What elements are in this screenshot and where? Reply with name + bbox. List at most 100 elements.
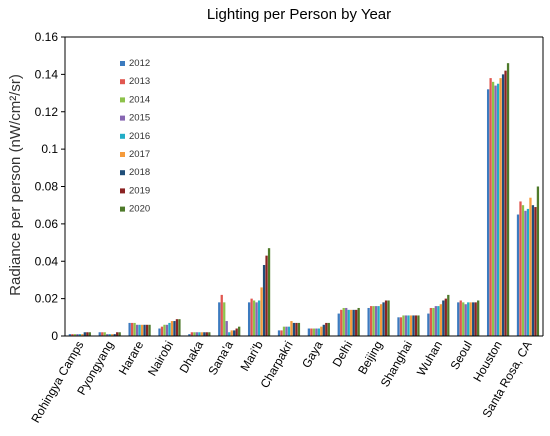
y-tick-label: 0.16 <box>35 30 59 44</box>
bar-2016-14 <box>496 83 500 336</box>
bar-2014-13 <box>462 302 465 336</box>
bar-2015-6 <box>255 302 258 336</box>
bar-2013-7 <box>280 330 283 336</box>
bar-2017-4 <box>200 332 203 336</box>
bar-2012-11 <box>397 317 400 336</box>
bar-2012-8 <box>307 328 311 336</box>
bar-2019-7 <box>295 322 298 336</box>
bar-2018-8 <box>322 324 325 336</box>
bar-2016-10 <box>377 306 380 336</box>
bar-2013-15 <box>519 201 522 336</box>
bar-2017-12 <box>439 304 442 336</box>
bar-2019-5 <box>235 328 238 336</box>
bar-2015-2 <box>135 324 139 336</box>
y-tick-label: 0.06 <box>35 217 59 231</box>
bar-2017-7 <box>290 321 293 336</box>
axes <box>64 36 544 337</box>
bar-2013-5 <box>220 294 223 336</box>
bar-2013-9 <box>340 309 343 336</box>
bar-2017-13 <box>469 302 472 336</box>
bar-2018-5 <box>233 330 236 336</box>
bar-2014-1 <box>103 332 106 336</box>
bar-2017-0 <box>81 334 84 336</box>
bar-2020-3 <box>178 319 181 336</box>
bar-2018-0 <box>83 332 86 336</box>
x-category-label: Harare <box>116 338 147 377</box>
bar-2017-9 <box>350 309 353 336</box>
legend-label-2020: 2020 <box>129 204 150 215</box>
bar-2017-3 <box>170 321 174 336</box>
bar-2016-11 <box>407 315 410 336</box>
bar-2018-6 <box>262 264 266 336</box>
bar-2020-13 <box>477 300 480 336</box>
legend-label-2015: 2015 <box>129 113 150 124</box>
bar-2015-8 <box>315 328 318 336</box>
bar-2015-15 <box>524 210 527 336</box>
legend-swatch-2014 <box>120 97 125 103</box>
bar-2019-14 <box>504 70 507 336</box>
bar-2012-3 <box>158 328 161 336</box>
bar-2019-15 <box>534 207 537 336</box>
x-category-label: Mari'b <box>238 338 266 373</box>
bar-2016-4 <box>198 332 201 336</box>
x-category-label: Wuhan <box>414 339 445 379</box>
y-tick-label: 0.1 <box>41 142 58 156</box>
bar-2017-8 <box>320 326 323 336</box>
y-tick-label: 0.08 <box>35 180 59 194</box>
bar-2013-2 <box>130 322 134 336</box>
bar-2014-3 <box>163 324 166 336</box>
bar-2018-11 <box>412 315 415 336</box>
legend-swatch-2017 <box>120 152 125 157</box>
bar-2019-6 <box>265 255 268 336</box>
bar-2016-5 <box>228 332 231 336</box>
bar-2017-11 <box>409 315 413 336</box>
bar-2020-0 <box>88 332 91 336</box>
bar-2020-14 <box>506 63 510 336</box>
bar-2019-9 <box>355 309 358 336</box>
bar-2013-0 <box>71 334 74 336</box>
bar-2013-1 <box>101 332 104 336</box>
bar-2017-14 <box>499 78 502 337</box>
bar-2019-0 <box>86 332 89 336</box>
legend-label-2018: 2018 <box>129 167 150 178</box>
bar-2018-14 <box>501 74 505 337</box>
bar-2017-1 <box>111 334 114 336</box>
legend-label-2014: 2014 <box>129 94 150 105</box>
bar-2019-11 <box>414 315 418 336</box>
bar-2014-12 <box>432 307 435 336</box>
bar-2018-2 <box>143 324 146 336</box>
bar-2012-0 <box>68 334 72 336</box>
x-category-label: Nairobi <box>145 339 176 379</box>
bar-2014-7 <box>282 326 286 336</box>
bar-2016-7 <box>287 326 291 336</box>
bar-2015-7 <box>285 326 288 336</box>
bar-2016-12 <box>437 306 440 336</box>
bar-2013-13 <box>459 300 462 336</box>
bar-2012-15 <box>516 214 520 336</box>
bar-2016-0 <box>78 334 81 336</box>
bar-2020-12 <box>447 294 450 336</box>
bar-2012-6 <box>247 302 251 336</box>
bar-2020-15 <box>536 186 540 336</box>
bar-2014-15 <box>521 205 525 336</box>
bar-2020-2 <box>148 324 151 336</box>
bar-2013-8 <box>310 328 313 336</box>
legend-label-2016: 2016 <box>129 131 150 142</box>
bar-2019-1 <box>116 332 119 336</box>
bar-2016-8 <box>317 328 320 336</box>
bar-2015-3 <box>165 324 169 336</box>
bar-2015-1 <box>106 334 109 336</box>
bar-2012-12 <box>427 313 430 336</box>
bar-2012-13 <box>457 302 460 336</box>
bar-2013-12 <box>429 307 433 336</box>
bar-2016-1 <box>108 334 111 336</box>
bar-2019-10 <box>384 300 388 336</box>
x-category-label: Rohingya Camps <box>28 339 86 426</box>
bar-2019-3 <box>175 319 179 336</box>
bar-2017-2 <box>140 324 144 336</box>
bar-2016-3 <box>168 322 171 336</box>
y-axis-ticks: 0 0.02 0.04 0.06 0.08 0.1 0.12 0.14 0.16 <box>35 30 65 343</box>
legend-swatch-2020 <box>120 206 125 212</box>
bar-2015-0 <box>76 334 79 336</box>
